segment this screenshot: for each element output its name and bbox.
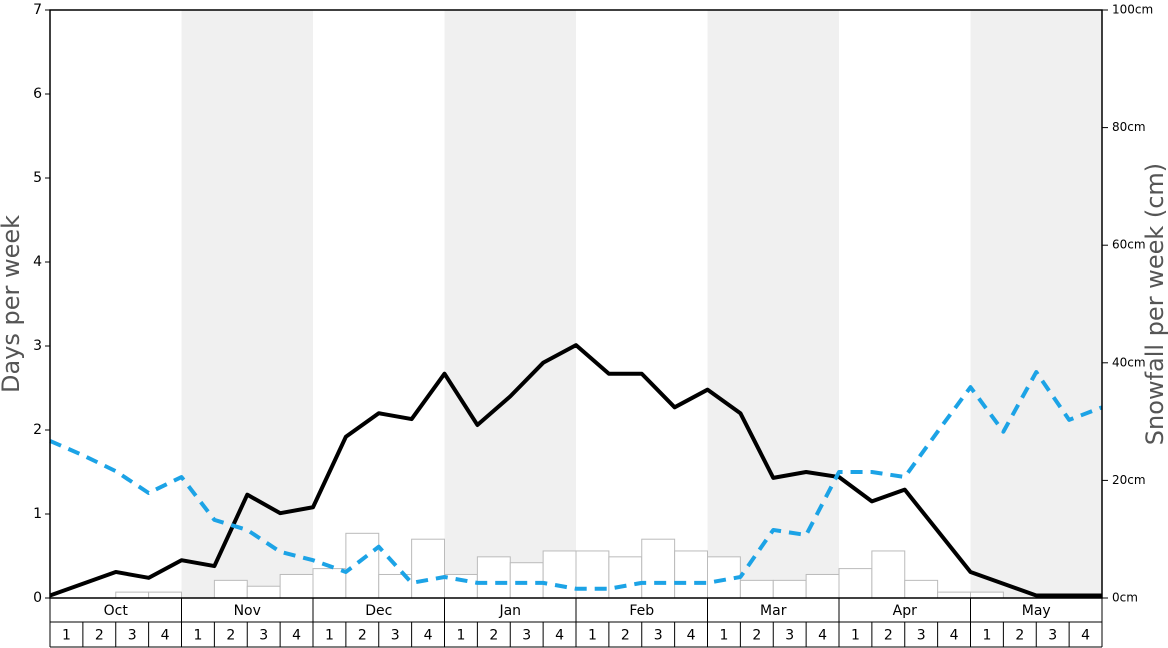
month-shade: [970, 10, 1102, 598]
month-label: Mar: [760, 603, 787, 619]
bar: [115, 591, 150, 599]
line: [49, 343, 1102, 598]
week-label: 2: [226, 628, 235, 644]
month-shade: [707, 10, 839, 598]
month-label: Jan: [498, 603, 521, 619]
bar: [213, 579, 248, 599]
y2-tick-label: 20cm: [1112, 473, 1146, 487]
bar: [970, 591, 1004, 599]
bar: [608, 556, 643, 599]
month-label: May: [1022, 603, 1051, 619]
week-label: 4: [292, 628, 301, 644]
bar: [542, 550, 577, 599]
y2-tick-label: 100cm: [1112, 3, 1153, 17]
bar: [937, 591, 971, 599]
week-label: 3: [259, 628, 268, 644]
bar: [904, 579, 939, 599]
week-label: 3: [785, 628, 794, 644]
bar: [739, 579, 774, 599]
week-label: 3: [1048, 628, 1057, 644]
y2-tick-label: 60cm: [1112, 238, 1146, 252]
week-label: 3: [522, 628, 531, 644]
week-label: 4: [687, 628, 696, 644]
month-shade: [181, 10, 313, 598]
week-label: 1: [719, 628, 728, 644]
y-tick-label: 5: [33, 170, 42, 186]
dashed-line: [49, 370, 1103, 591]
bar: [345, 532, 380, 599]
y2-tick-label: 80cm: [1112, 120, 1146, 134]
y-tick-label: 1: [33, 506, 42, 522]
bar: [476, 556, 511, 599]
bar: [312, 568, 347, 599]
bar: [805, 573, 840, 599]
week-label: 4: [818, 628, 827, 644]
week-label: 1: [588, 628, 597, 644]
y2-tick-label: 0cm: [1112, 591, 1138, 605]
week-label: 2: [884, 628, 893, 644]
week-label: 2: [1015, 628, 1024, 644]
week-label: 2: [358, 628, 367, 644]
week-label: 2: [621, 628, 630, 644]
y2-tick-label: 40cm: [1112, 355, 1146, 369]
week-label: 4: [1081, 628, 1090, 644]
week-label: 2: [752, 628, 761, 644]
bar: [279, 573, 314, 599]
week-label: 4: [424, 628, 433, 644]
y-tick-label: 3: [33, 338, 42, 354]
week-label: 4: [161, 628, 170, 644]
month-shade: [444, 10, 576, 598]
bar: [674, 550, 708, 599]
y2-axis-title: Snowfall per week (cm): [1141, 163, 1168, 445]
week-label: 1: [851, 628, 860, 644]
bar: [148, 591, 182, 599]
bar: [411, 538, 445, 599]
week-label: 1: [325, 628, 334, 644]
week-label: 1: [456, 628, 465, 644]
bar: [838, 568, 873, 599]
y-axis-title: Days per week: [0, 215, 25, 393]
month-label: Apr: [893, 603, 917, 619]
y-tick-label: 7: [33, 2, 42, 18]
y-tick-label: 4: [33, 254, 42, 270]
month-label: Nov: [234, 603, 261, 619]
bar: [509, 562, 544, 599]
y-tick-label: 0: [33, 590, 42, 606]
bar: [641, 538, 676, 599]
bar: [246, 585, 281, 599]
bar: [871, 550, 906, 599]
week-label: 4: [555, 628, 564, 644]
y-tick-label: 6: [33, 86, 42, 102]
week-label: 2: [489, 628, 498, 644]
week-label: 2: [95, 628, 104, 644]
y-tick-label: 2: [33, 422, 42, 438]
month-label: Oct: [104, 603, 129, 619]
week-label: 1: [62, 628, 71, 644]
bar: [772, 579, 807, 599]
week-label: 3: [917, 628, 926, 644]
week-label: 3: [654, 628, 663, 644]
week-label: 3: [391, 628, 400, 644]
week-label: 1: [982, 628, 991, 644]
month-label: Feb: [629, 603, 654, 619]
week-label: 1: [193, 628, 202, 644]
month-label: Dec: [365, 603, 392, 619]
bar: [575, 550, 610, 599]
week-label: 3: [128, 628, 137, 644]
week-label: 4: [950, 628, 959, 644]
